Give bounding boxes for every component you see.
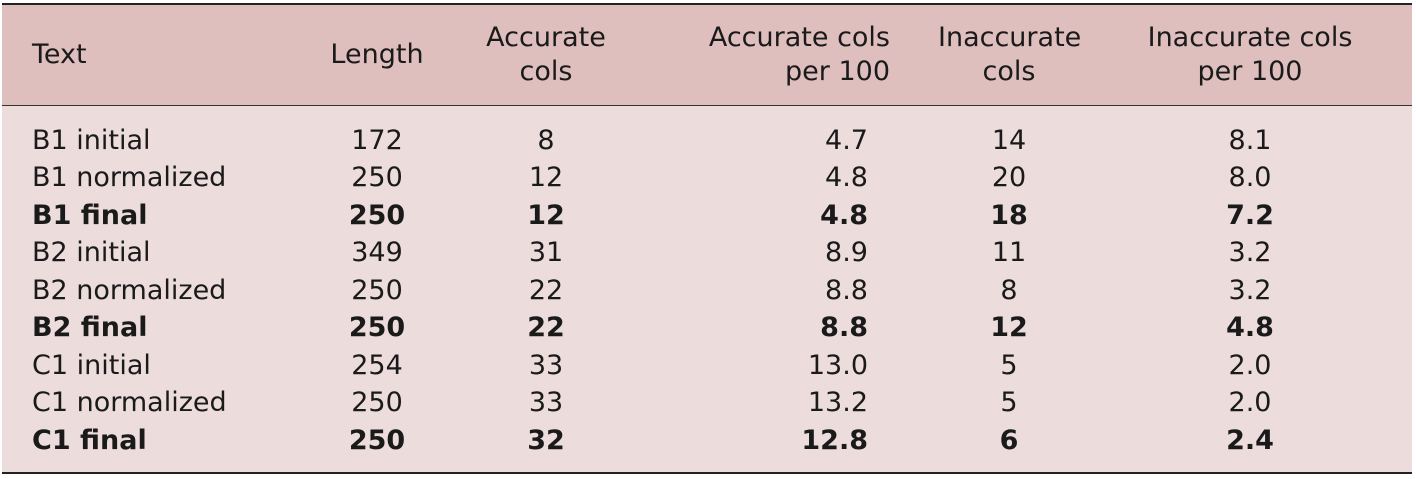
cell-accurate-cols-per-100: 8.8: [825, 274, 868, 306]
cell-inaccurate-cols: 11: [991, 237, 1027, 269]
cell-inaccurate-cols: 5: [1000, 349, 1018, 381]
cell-length: 250: [348, 312, 406, 344]
cell-length: 172: [351, 124, 403, 156]
cell-text: B1 normalized: [32, 162, 227, 194]
cell-inaccurate-cols-per-100: 8.1: [1228, 124, 1272, 156]
cell-length: 250: [351, 162, 403, 194]
cell-text: B1 initial: [32, 124, 151, 156]
header-text: Text: [32, 38, 87, 70]
table-row: C1 initial 254 33 13.0 5 2.0: [2, 347, 1412, 385]
cell-inaccurate-cols: 6: [999, 424, 1019, 456]
table-row: B2 normalized 250 22 8.8 8 3.2: [2, 272, 1412, 310]
cell-accurate-cols: 33: [528, 349, 564, 381]
cell-text: B2 final: [32, 312, 148, 344]
cell-accurate-cols: 32: [527, 424, 565, 456]
cell-accurate-cols: 22: [527, 312, 565, 344]
cell-accurate-cols-per-100: 4.8: [820, 199, 868, 231]
cell-inaccurate-cols-per-100: 2.0: [1228, 387, 1272, 419]
cell-text: C1 initial: [32, 349, 151, 381]
cell-inaccurate-cols-per-100: 8.0: [1228, 162, 1272, 194]
results-table: Text Length Accurate cols Accurate cols …: [2, 5, 1412, 460]
header-accurate-cols: Accurate cols: [486, 21, 606, 87]
header-row: Text Length Accurate cols Accurate cols …: [2, 5, 1412, 105]
header-inaccurate-cols-per-100: Inaccurate cols per 100: [1147, 21, 1353, 87]
cell-inaccurate-cols-per-100: 3.2: [1228, 237, 1272, 269]
table-header: Text Length Accurate cols Accurate cols …: [2, 5, 1412, 105]
table-row: B1 final 250 12 4.8 18 7.2: [2, 197, 1412, 235]
results-table-container: Text Length Accurate cols Accurate cols …: [2, 3, 1412, 474]
cell-text: B2 initial: [32, 237, 151, 269]
table-row: B2 initial 349 31 8.9 11 3.2: [2, 235, 1412, 273]
cell-length: 250: [348, 199, 406, 231]
cell-text: C1 normalized: [32, 387, 227, 419]
cell-inaccurate-cols: 8: [1000, 274, 1018, 306]
cell-text: C1 final: [32, 424, 147, 456]
cell-inaccurate-cols: 12: [990, 312, 1028, 344]
table-row: B1 initial 172 8 4.7 14 8.1: [2, 122, 1412, 160]
cell-inaccurate-cols-per-100: 2.0: [1228, 349, 1272, 381]
cell-accurate-cols-per-100: 13.2: [807, 387, 868, 419]
table-row: C1 normalized 250 33 13.2 5 2.0: [2, 385, 1412, 423]
cell-accurate-cols-per-100: 4.8: [825, 162, 868, 194]
table-body: B1 initial 172 8 4.7 14 8.1 B1 normalized 250 12…: [2, 105, 1412, 460]
cell-inaccurate-cols-per-100: 2.4: [1226, 424, 1274, 456]
cell-accurate-cols: 22: [528, 274, 564, 306]
cell-inaccurate-cols: 18: [990, 199, 1028, 231]
header-accurate-cols-per-100: Accurate cols per 100: [708, 21, 890, 87]
cell-text: B2 normalized: [32, 274, 227, 306]
cell-accurate-cols-per-100: 13.0: [807, 349, 868, 381]
cell-inaccurate-cols: 5: [1000, 387, 1018, 419]
cell-accurate-cols: 12: [527, 199, 565, 231]
cell-inaccurate-cols-per-100: 3.2: [1228, 274, 1272, 306]
header-inaccurate-cols: Inaccurate cols: [938, 21, 1082, 87]
cell-inaccurate-cols: 20: [991, 162, 1027, 194]
header-length: Length: [330, 38, 424, 70]
table-row: B1 normalized 250 12 4.8 20 8.0: [2, 160, 1412, 198]
cell-accurate-cols: 12: [528, 162, 564, 194]
cell-length: 250: [351, 387, 403, 419]
cell-accurate-cols-per-100: 8.9: [825, 237, 868, 269]
cell-length: 250: [348, 424, 406, 456]
cell-length: 349: [351, 237, 403, 269]
cell-text: B1 final: [32, 199, 148, 231]
cell-length: 254: [351, 349, 403, 381]
header-spacer: [2, 105, 1412, 122]
cell-accurate-cols-per-100: 12.8: [801, 424, 868, 456]
cell-length: 250: [351, 274, 403, 306]
cell-accurate-cols: 31: [528, 237, 564, 269]
cell-inaccurate-cols: 14: [991, 124, 1027, 156]
cell-inaccurate-cols-per-100: 4.8: [1226, 312, 1274, 344]
table-row: C1 final 250 32 12.8 6 2.4: [2, 422, 1412, 460]
table-row: B2 final 250 22 8.8 12 4.8: [2, 310, 1412, 348]
cell-accurate-cols: 8: [537, 124, 555, 156]
cell-accurate-cols-per-100: 8.8: [820, 312, 868, 344]
cell-accurate-cols-per-100: 4.7: [825, 124, 868, 156]
cell-accurate-cols: 33: [528, 387, 564, 419]
cell-inaccurate-cols-per-100: 7.2: [1226, 199, 1274, 231]
